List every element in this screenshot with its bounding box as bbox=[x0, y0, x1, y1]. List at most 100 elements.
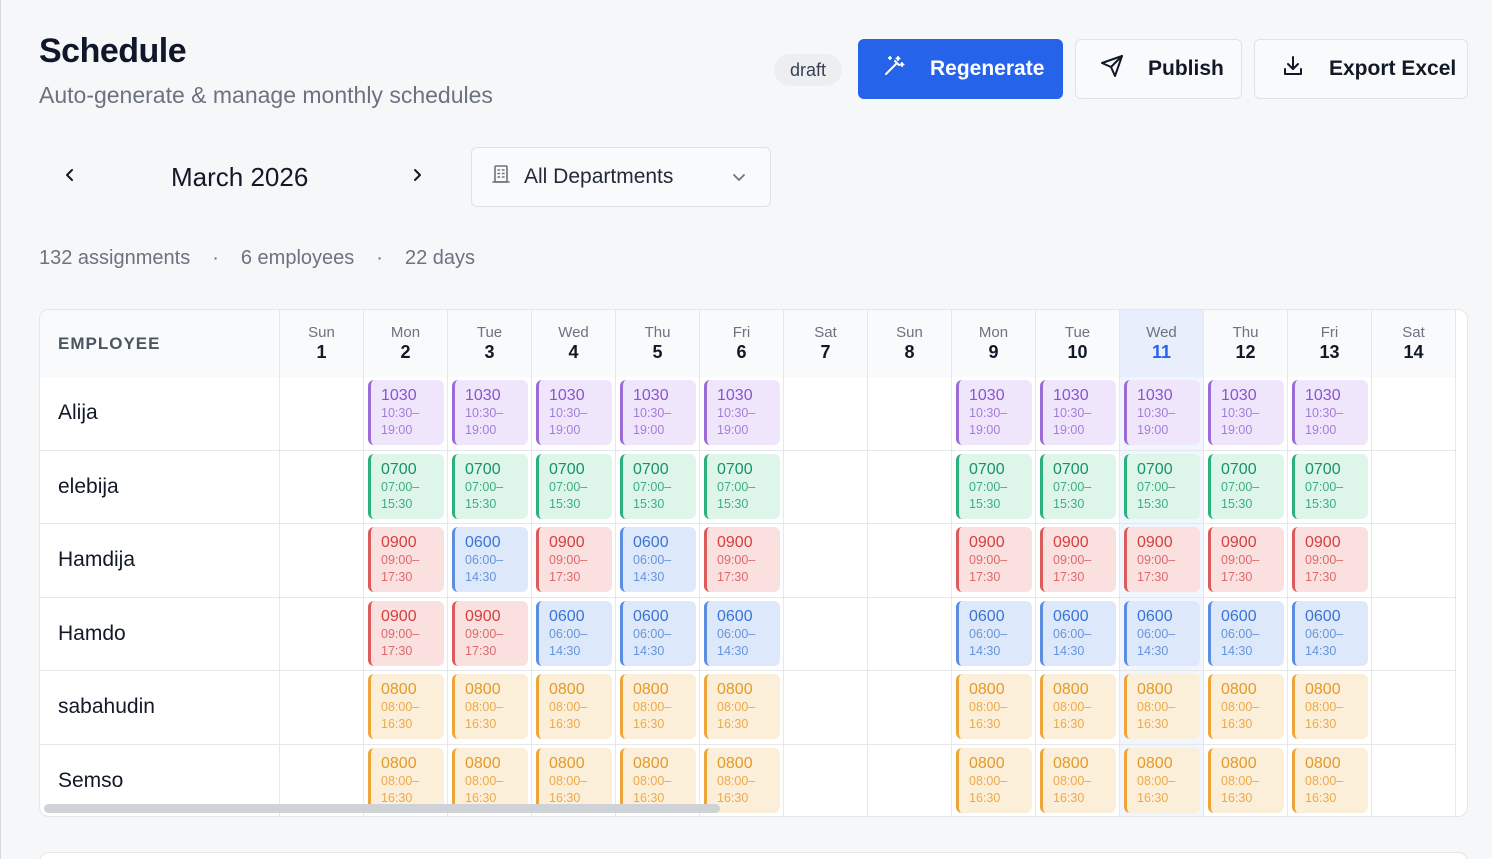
schedule-cell[interactable]: 0700 07:00–​15:30 bbox=[448, 450, 532, 523]
shift-chip[interactable]: 1030 10:30–​19:00 bbox=[620, 380, 696, 445]
shift-chip[interactable]: 0800 08:00–​16:30 bbox=[1124, 674, 1200, 739]
schedule-cell[interactable]: 0900 09:00–​17:30 bbox=[1036, 524, 1120, 597]
schedule-cell[interactable]: 0800 08:00–​16:30 bbox=[364, 744, 448, 816]
schedule-cell[interactable]: 1030 10:30–​19:00 bbox=[532, 377, 616, 450]
shift-chip[interactable]: 1030 10:30–​19:00 bbox=[1124, 380, 1200, 445]
shift-chip[interactable]: 1030 10:30–​19:00 bbox=[368, 380, 444, 445]
schedule-cell[interactable]: 0700 07:00–​15:30 bbox=[1120, 450, 1204, 523]
shift-chip[interactable]: 0700 07:00–​15:30 bbox=[704, 453, 780, 519]
shift-chip[interactable]: 0900 09:00–​17:30 bbox=[1124, 527, 1200, 592]
schedule-cell[interactable]: 0800 08:00–​16:30 bbox=[532, 671, 616, 744]
shift-chip[interactable]: 0700 07:00–​15:30 bbox=[536, 453, 612, 519]
regenerate-button[interactable]: Regenerate bbox=[858, 39, 1063, 99]
schedule-cell[interactable] bbox=[280, 744, 364, 816]
schedule-cell[interactable] bbox=[1372, 377, 1456, 450]
shift-chip[interactable]: 0800 08:00–​16:30 bbox=[1124, 747, 1200, 813]
schedule-cell[interactable] bbox=[868, 671, 952, 744]
shift-chip[interactable]: 0700 07:00–​15:30 bbox=[1208, 453, 1284, 519]
schedule-cell[interactable]: 0900 09:00–​17:30 bbox=[448, 597, 532, 670]
shift-chip[interactable]: 0600 06:00–​14:30 bbox=[452, 527, 528, 592]
schedule-cell[interactable]: 0700 07:00–​15:30 bbox=[1204, 450, 1288, 523]
schedule-cell[interactable]: 0800 08:00–​16:30 bbox=[364, 671, 448, 744]
shift-chip[interactable]: 0900 09:00–​17:30 bbox=[704, 527, 780, 592]
shift-chip[interactable]: 0700 07:00–​15:30 bbox=[1040, 453, 1116, 519]
schedule-cell[interactable]: 0600 06:00–​14:30 bbox=[1120, 597, 1204, 670]
schedule-cell[interactable]: 0900 09:00–​17:30 bbox=[1288, 524, 1372, 597]
shift-chip[interactable]: 0600 06:00–​14:30 bbox=[1124, 600, 1200, 666]
schedule-cell[interactable] bbox=[868, 450, 952, 523]
shift-chip[interactable]: 0600 06:00–​14:30 bbox=[1040, 600, 1116, 666]
shift-chip[interactable]: 0900 09:00–​17:30 bbox=[1040, 527, 1116, 592]
schedule-cell[interactable]: 0700 07:00–​15:30 bbox=[952, 450, 1036, 523]
shift-chip[interactable]: 0900 09:00–​17:30 bbox=[368, 527, 444, 592]
shift-chip[interactable]: 1030 10:30–​19:00 bbox=[1292, 380, 1368, 445]
shift-chip[interactable]: 0600 06:00–​14:30 bbox=[1292, 600, 1368, 666]
shift-chip[interactable]: 0900 09:00–​17:30 bbox=[536, 527, 612, 592]
shift-chip[interactable]: 0900 09:00–​17:30 bbox=[1292, 527, 1368, 592]
shift-chip[interactable]: 1030 10:30–​19:00 bbox=[1208, 380, 1284, 445]
shift-chip[interactable]: 1030 10:30–​19:00 bbox=[956, 380, 1032, 445]
shift-chip[interactable]: 1030 10:30–​19:00 bbox=[704, 380, 780, 445]
export-excel-button[interactable]: Export Excel bbox=[1254, 39, 1468, 99]
schedule-cell[interactable]: 0800 08:00–​16:30 bbox=[700, 744, 784, 816]
shift-chip[interactable]: 0700 07:00–​15:30 bbox=[368, 453, 444, 519]
schedule-cell[interactable]: 1030 10:30–​19:00 bbox=[1204, 377, 1288, 450]
shift-chip[interactable]: 0600 06:00–​14:30 bbox=[536, 600, 612, 666]
shift-chip[interactable]: 0800 08:00–​16:30 bbox=[368, 747, 444, 813]
shift-chip[interactable]: 0900 09:00–​17:30 bbox=[956, 527, 1032, 592]
schedule-cell[interactable]: 0800 08:00–​16:30 bbox=[700, 671, 784, 744]
shift-chip[interactable]: 0800 08:00–​16:30 bbox=[536, 747, 612, 813]
schedule-cell[interactable]: 0800 08:00–​16:30 bbox=[616, 671, 700, 744]
schedule-cell[interactable] bbox=[868, 377, 952, 450]
department-select[interactable]: All Departments bbox=[471, 147, 771, 207]
schedule-cell[interactable]: 0600 06:00–​14:30 bbox=[952, 597, 1036, 670]
shift-chip[interactable]: 0800 08:00–​16:30 bbox=[536, 674, 612, 739]
schedule-cell[interactable]: 1030 10:30–​19:00 bbox=[1036, 377, 1120, 450]
schedule-cell[interactable] bbox=[280, 377, 364, 450]
shift-chip[interactable]: 0800 08:00–​16:30 bbox=[1292, 674, 1368, 739]
schedule-cell[interactable] bbox=[784, 744, 868, 816]
schedule-cell[interactable] bbox=[868, 524, 952, 597]
schedule-cell[interactable] bbox=[280, 671, 364, 744]
shift-chip[interactable]: 1030 10:30–​19:00 bbox=[1040, 380, 1116, 445]
schedule-cell[interactable]: 0900 09:00–​17:30 bbox=[952, 524, 1036, 597]
shift-chip[interactable]: 0800 08:00–​16:30 bbox=[1208, 747, 1284, 813]
shift-chip[interactable]: 0800 08:00–​16:30 bbox=[368, 674, 444, 739]
horizontal-scrollbar[interactable] bbox=[44, 804, 720, 813]
shift-chip[interactable]: 0800 08:00–​16:30 bbox=[1040, 747, 1116, 813]
shift-chip[interactable]: 1030 10:30–​19:00 bbox=[536, 380, 612, 445]
schedule-cell[interactable]: 0600 06:00–​14:30 bbox=[700, 597, 784, 670]
schedule-cell[interactable]: 0800 08:00–​16:30 bbox=[952, 744, 1036, 816]
shift-chip[interactable]: 0700 07:00–​15:30 bbox=[1124, 453, 1200, 519]
schedule-cell[interactable]: 0900 09:00–​17:30 bbox=[364, 524, 448, 597]
schedule-cell[interactable]: 0800 08:00–​16:30 bbox=[448, 744, 532, 816]
shift-chip[interactable]: 0800 08:00–​16:30 bbox=[704, 747, 780, 813]
shift-chip[interactable]: 0600 06:00–​14:30 bbox=[620, 527, 696, 592]
schedule-cell[interactable]: 0800 08:00–​16:30 bbox=[448, 671, 532, 744]
schedule-cell[interactable]: 1030 10:30–​19:00 bbox=[700, 377, 784, 450]
schedule-cell[interactable]: 1030 10:30–​19:00 bbox=[1120, 377, 1204, 450]
schedule-cell[interactable]: 0800 08:00–​16:30 bbox=[1120, 671, 1204, 744]
shift-chip[interactable]: 0800 08:00–​16:30 bbox=[956, 747, 1032, 813]
shift-chip[interactable]: 0800 08:00–​16:30 bbox=[1292, 747, 1368, 813]
shift-chip[interactable]: 0600 06:00–​14:30 bbox=[956, 600, 1032, 666]
schedule-cell[interactable]: 0800 08:00–​16:30 bbox=[1204, 744, 1288, 816]
shift-chip[interactable]: 0900 09:00–​17:30 bbox=[368, 600, 444, 666]
schedule-cell[interactable]: 0600 06:00–​14:30 bbox=[616, 524, 700, 597]
shift-chip[interactable]: 0700 07:00–​15:30 bbox=[620, 453, 696, 519]
schedule-cell[interactable]: 1030 10:30–​19:00 bbox=[364, 377, 448, 450]
schedule-cell[interactable]: 0800 08:00–​16:30 bbox=[1288, 671, 1372, 744]
schedule-cell[interactable]: 0800 08:00–​16:30 bbox=[532, 744, 616, 816]
schedule-cell[interactable] bbox=[280, 450, 364, 523]
shift-chip[interactable]: 0800 08:00–​16:30 bbox=[704, 674, 780, 739]
shift-chip[interactable]: 0800 08:00–​16:30 bbox=[452, 674, 528, 739]
schedule-cell[interactable] bbox=[868, 597, 952, 670]
schedule-cell[interactable]: 0900 09:00–​17:30 bbox=[1204, 524, 1288, 597]
schedule-cell[interactable] bbox=[1372, 597, 1456, 670]
schedule-cell[interactable]: 1030 10:30–​19:00 bbox=[448, 377, 532, 450]
schedule-cell[interactable]: 1030 10:30–​19:00 bbox=[1288, 377, 1372, 450]
shift-chip[interactable]: 0600 06:00–​14:30 bbox=[620, 600, 696, 666]
schedule-cell[interactable]: 0700 07:00–​15:30 bbox=[532, 450, 616, 523]
shift-chip[interactable]: 0800 08:00–​16:30 bbox=[1208, 674, 1284, 739]
publish-button[interactable]: Publish bbox=[1075, 39, 1242, 99]
